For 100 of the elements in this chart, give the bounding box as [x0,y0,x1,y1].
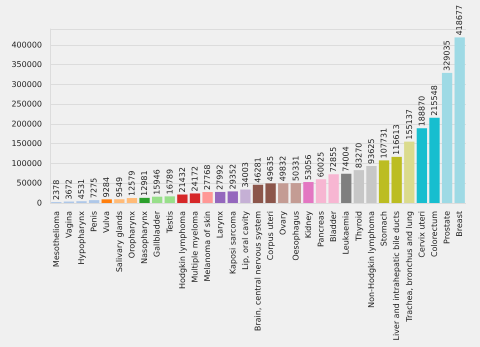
x-tick-label: Gallbladder [152,210,162,258]
data-label: 34003 [240,162,250,188]
bar [442,72,452,203]
x-tick-label: Mesothelioma [52,210,61,268]
bar [290,183,301,203]
data-label: 2378 [52,180,61,200]
data-label: 50331 [291,156,300,182]
data-label: 27768 [203,164,212,190]
x-tick-label: Oesophagus [291,211,300,261]
x-tick-label: Lip, oral cavity [240,210,250,270]
bar [366,166,377,203]
x-tick-label: Larynx [216,210,225,238]
x-tick-label: Kidney [304,210,313,238]
y-tick-label: 400000 [11,40,42,50]
x-tick-label: Thyroid [354,211,364,242]
x-tick-label: Penis [90,211,99,232]
data-label: 49635 [266,156,276,182]
bar [177,194,188,203]
data-label: 107731 [380,128,389,158]
data-label: 155137 [404,109,414,140]
data-label: 116613 [392,124,402,155]
data-label: 4531 [77,178,86,200]
bar [126,198,138,203]
bar [164,196,175,203]
data-label: 7275 [90,178,99,198]
bar [152,196,162,203]
y-tick-label: 300000 [11,80,42,89]
data-label: 12981 [140,170,150,196]
x-tick-label: Colorectum [430,210,439,258]
x-tick-label: Vulva [102,210,112,233]
data-label: 60025 [316,152,326,178]
data-label: 46281 [254,157,262,183]
data-label: 27992 [216,164,225,190]
data-label: 83270 [354,142,364,168]
x-tick-label: Ovary [278,210,288,235]
data-label: 53056 [304,154,313,180]
x-tick-label: Testis [165,211,174,234]
bar [392,156,402,203]
data-label: 49832 [278,156,288,182]
bar [429,118,440,203]
y-tick-label: 350000 [11,60,42,70]
x-tick-label: Kaposi sarcoma [228,210,238,274]
bar [240,190,251,203]
x-tick-label: Stomach [380,211,389,246]
bar [190,193,200,203]
data-label: 329035 [442,40,452,71]
y-tick-label: 0 [36,198,42,208]
x-tick-label: Multiple myeloma [190,210,200,283]
x-tick-label: Prostate [442,210,452,244]
data-label: 74004 [342,146,351,172]
bar [252,184,264,203]
x-tick-label: Hodgkin lymphoma [178,210,187,290]
y-tick-label: 100000 [11,158,42,168]
bar [139,198,150,203]
data-label: 16789 [165,168,174,194]
x-tick-label: Nasopharynx [140,210,150,264]
bar [215,192,226,203]
x-tick-label: Bladder [329,210,338,242]
x-tick-label: Vagina [64,210,74,238]
data-label: 9549 [114,176,124,198]
y-tick-label: 150000 [11,139,42,148]
bar [114,199,124,203]
x-tick-label: Liver and intrahepatic bile ducts [392,211,402,340]
y-tick-label: 50000 [16,178,42,188]
bar [228,191,238,203]
data-label: 24172 [190,166,200,192]
bar [88,200,100,203]
y-tick-label: 250000 [11,100,42,109]
bar [303,182,314,203]
x-tick-label: Melanoma of skin [203,211,212,282]
x-tick-label: Breast [455,211,464,237]
bar [328,174,339,203]
y-tick-label: 200000 [11,119,42,128]
bar [454,37,465,203]
x-tick-label: Cervix uteri [417,211,426,258]
bar [278,183,288,203]
x-tick-label: Hypopharynx [77,210,86,265]
x-tick-label: Corpus uteri [266,211,276,260]
bar [316,179,326,203]
data-label: 15946 [152,169,162,195]
bar [378,160,390,203]
bar [102,199,112,203]
data-label: 72855 [329,146,338,172]
x-tick-label: Oropharynx [127,210,136,258]
data-label: 188870 [417,96,426,126]
data-label: 21432 [178,167,187,193]
x-tick-label: Salivary glands [114,211,124,272]
bar [265,183,276,203]
x-tick-label: Non-Hodgkin lymphoma [366,210,376,308]
data-label: 3672 [64,179,74,200]
x-tick-label: Leukaemia [342,210,351,255]
data-label: 9284 [102,176,112,198]
data-label: 418677 [455,4,464,36]
bar [341,174,352,203]
bar [354,170,364,203]
x-tick-label: Trachea, bronchus and lung [404,211,414,323]
bar [404,142,414,203]
data-label: 29352 [228,164,238,190]
x-tick-label: Brain, central nervous system [254,210,262,332]
data-label: 93625 [366,138,376,164]
